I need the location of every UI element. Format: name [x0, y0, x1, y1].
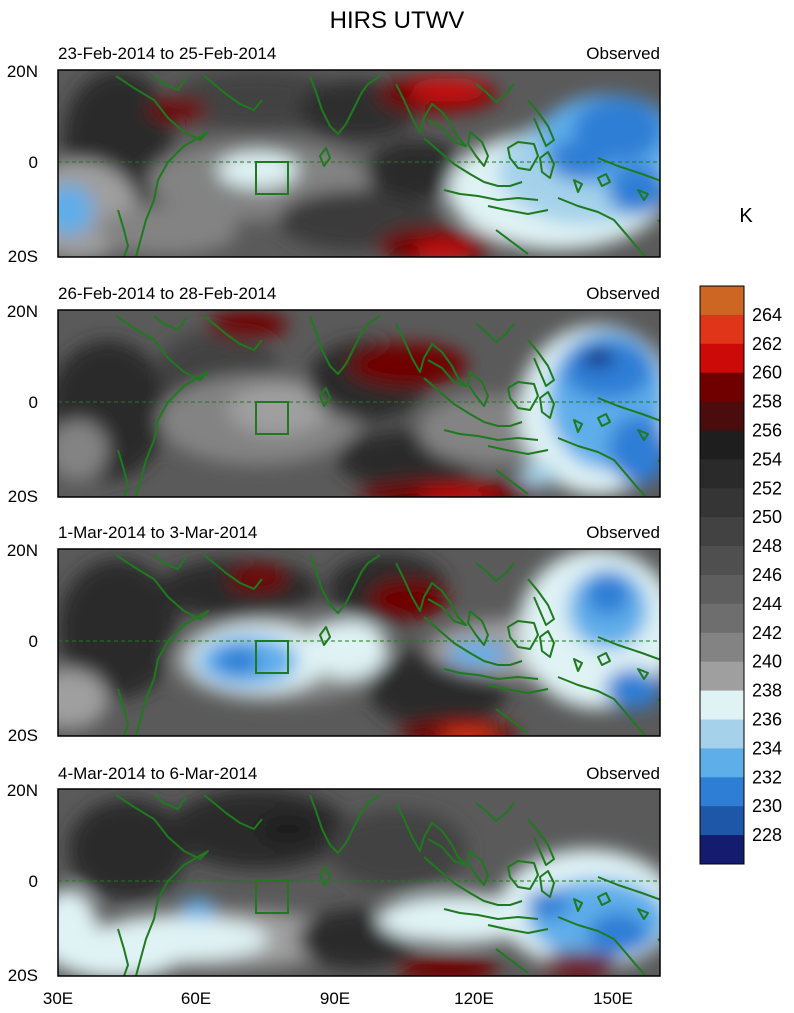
colorbar-level-label: 242: [752, 623, 782, 643]
colorbar-swatch: [700, 430, 744, 460]
panel-kind-label: Observed: [586, 523, 660, 542]
colorbar-frame: [699, 285, 745, 865]
colorbar-swatch: [700, 748, 744, 778]
colorbar-level-label: 228: [752, 825, 782, 845]
colorbar-swatch: [700, 719, 744, 749]
contour-field: [58, 310, 660, 497]
colorbar-level-label: 256: [752, 421, 782, 441]
colorbar-swatch: [700, 343, 744, 374]
panel-date-range: 4-Mar-2014 to 6-Mar-2014: [58, 764, 257, 783]
colorbar-swatch: [700, 517, 744, 547]
panel-kind-label: Observed: [586, 284, 660, 303]
colorbar-swatch: [700, 575, 744, 605]
lat-label: 20S: [8, 966, 38, 985]
lon-label: 30E: [43, 989, 73, 1008]
colorbar-level-label: 236: [752, 710, 782, 730]
colorbar-level-label: 240: [752, 652, 782, 672]
contour-field: [58, 789, 660, 976]
lat-label: 20N: [7, 62, 38, 81]
lat-label: 20S: [8, 726, 38, 745]
colorbar-swatch: [700, 835, 744, 865]
colorbar-swatch: [700, 459, 744, 489]
lat-label: 20S: [8, 487, 38, 506]
contour-field: [58, 70, 660, 257]
figure-title: HIRS UTWV: [330, 7, 465, 34]
colorbar-level-label: 264: [752, 305, 782, 325]
colorbar-level-label: 230: [752, 796, 782, 816]
colorbar-swatch: [700, 690, 744, 720]
map-panel-4: 4-Mar-2014 to 6-Mar-2014 Observed: [57, 764, 661, 977]
colorbar-level-label: 246: [752, 565, 782, 585]
colorbar-swatch: [700, 661, 744, 691]
colorbar-swatch: [700, 286, 744, 316]
colorbar-level-label: 258: [752, 392, 782, 412]
lat-label: 20S: [8, 247, 38, 266]
lon-label: 60E: [181, 989, 211, 1008]
colorbar-level-label: 238: [752, 681, 782, 701]
lon-label: 90E: [320, 989, 350, 1008]
colorbar-swatch: [700, 401, 744, 431]
colorbar-level-label: 234: [752, 738, 782, 758]
lat-label: 0: [29, 153, 38, 172]
map-panel-1: 23-Feb-2014 to 25-Feb-2014 Observed: [57, 44, 661, 258]
panel-date-range: 26-Feb-2014 to 28-Feb-2014: [58, 284, 276, 303]
colorbar-swatch: [700, 314, 744, 345]
units-label: K: [739, 205, 753, 227]
lat-label: 0: [29, 872, 38, 891]
lat-label: 0: [29, 632, 38, 651]
colorbar-level-label: 232: [752, 767, 782, 787]
lat-label: 20N: [7, 302, 38, 321]
panel-kind-label: Observed: [586, 44, 660, 63]
colorbar-swatch: [700, 546, 744, 576]
colorbar-swatch: [700, 632, 744, 663]
colorbar-level-label: 260: [752, 363, 782, 383]
panel-kind-label: Observed: [586, 764, 660, 783]
colorbar-level-label: 254: [752, 449, 782, 469]
colorbar-level-label: 248: [752, 536, 782, 556]
lat-label: 0: [29, 393, 38, 412]
colorbar-swatch: [700, 806, 744, 836]
colorbar-swatch: [700, 488, 744, 518]
lat-axis-labels: 20N 0 20S 20N 0 20S 20N 0 20S 20N 0 20S: [7, 62, 38, 985]
colorbar: 264 262 260 258 256 254 252 250 248 246 244 242 240 2…: [699, 285, 782, 865]
panel-date-range: 1-Mar-2014 to 3-Mar-2014: [58, 523, 257, 542]
lon-axis-labels: 30E 60E 90E 120E 150E: [43, 989, 633, 1008]
colorbar-level-label: 252: [752, 478, 782, 498]
colorbar-swatch: [700, 603, 744, 634]
colorbar-level-label: 250: [752, 507, 782, 527]
colorbar-swatch: [700, 777, 744, 807]
lat-label: 20N: [7, 781, 38, 800]
colorbar-swatch: [700, 372, 744, 402]
colorbar-level-label: 244: [752, 594, 782, 614]
panel-date-range: 23-Feb-2014 to 25-Feb-2014: [58, 44, 276, 63]
colorbar-level-label: 262: [752, 334, 782, 354]
contour-field: [58, 549, 660, 736]
lon-label: 120E: [454, 989, 494, 1008]
map-panel-3: 1-Mar-2014 to 3-Mar-2014 Observed: [57, 523, 661, 737]
map-panel-2: 26-Feb-2014 to 28-Feb-2014 Observed: [57, 284, 661, 498]
lon-label: 150E: [593, 989, 633, 1008]
lat-label: 20N: [7, 541, 38, 560]
